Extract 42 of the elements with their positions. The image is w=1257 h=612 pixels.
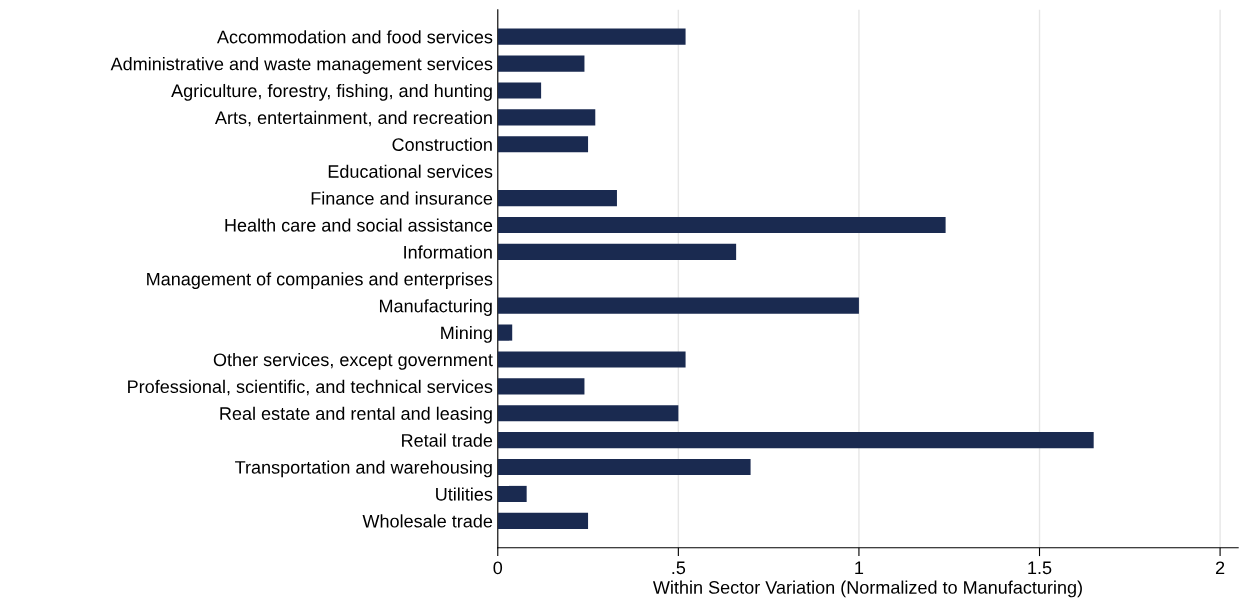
bar bbox=[497, 216, 946, 234]
y-tick-label: Retail trade bbox=[402, 433, 493, 447]
y-tick-label: Finance and insurance bbox=[311, 191, 493, 205]
x-tick-label: 0 bbox=[493, 561, 503, 575]
y-tick-label: Other services, except government bbox=[213, 352, 493, 370]
bar bbox=[497, 28, 686, 45]
y-tick-label: Arts, entertainment, and recreation bbox=[214, 110, 492, 127]
bar bbox=[497, 190, 617, 207]
bar bbox=[497, 378, 585, 395]
bar bbox=[497, 243, 737, 260]
y-tick-label: Accommodation and food services bbox=[216, 30, 493, 44]
bar bbox=[497, 109, 596, 126]
y-tick-label: Manufacturing bbox=[379, 299, 492, 316]
y-tick-label: Management of companies and enterprises bbox=[147, 272, 493, 290]
bar bbox=[497, 55, 585, 72]
y-tick-label: Agriculture, forestry, fishing, and hunting bbox=[171, 83, 492, 101]
bar bbox=[497, 324, 513, 341]
y-tick-label: Transportation and warehousing bbox=[235, 460, 492, 478]
bar bbox=[497, 82, 542, 99]
x-tick-label: 1 bbox=[855, 561, 864, 575]
x-axis-title: Within Sector Variation (Normalized to Manufacturing) bbox=[652, 580, 1082, 598]
y-tick-label: Professional, scientific, and technical services bbox=[128, 379, 493, 396]
y-tick-label: Construction bbox=[392, 137, 492, 151]
y-tick-label: Mining bbox=[441, 326, 492, 343]
y-tick-label: Information bbox=[404, 245, 492, 259]
bar bbox=[497, 458, 751, 476]
y-tick-label: Educational services bbox=[328, 164, 493, 178]
bar bbox=[497, 485, 527, 503]
bar bbox=[497, 351, 686, 368]
y-tick-label: Real estate and rental and leasing bbox=[220, 406, 492, 424]
bar bbox=[497, 136, 589, 153]
y-tick-label: Health care and social assistance bbox=[225, 218, 493, 232]
y-tick-label: Utilities bbox=[436, 487, 493, 501]
bar bbox=[497, 405, 679, 422]
x-tick-label: 1.5 bbox=[1028, 561, 1052, 575]
y-tick-label: Administrative and waste management services bbox=[110, 57, 493, 74]
bar bbox=[497, 297, 859, 314]
bar bbox=[497, 432, 1094, 449]
y-tick-label: Wholesale trade bbox=[362, 514, 493, 528]
bar bbox=[497, 512, 589, 529]
x-tick-label: .5 bbox=[672, 561, 686, 575]
x-tick-label: 2 bbox=[1215, 561, 1225, 575]
